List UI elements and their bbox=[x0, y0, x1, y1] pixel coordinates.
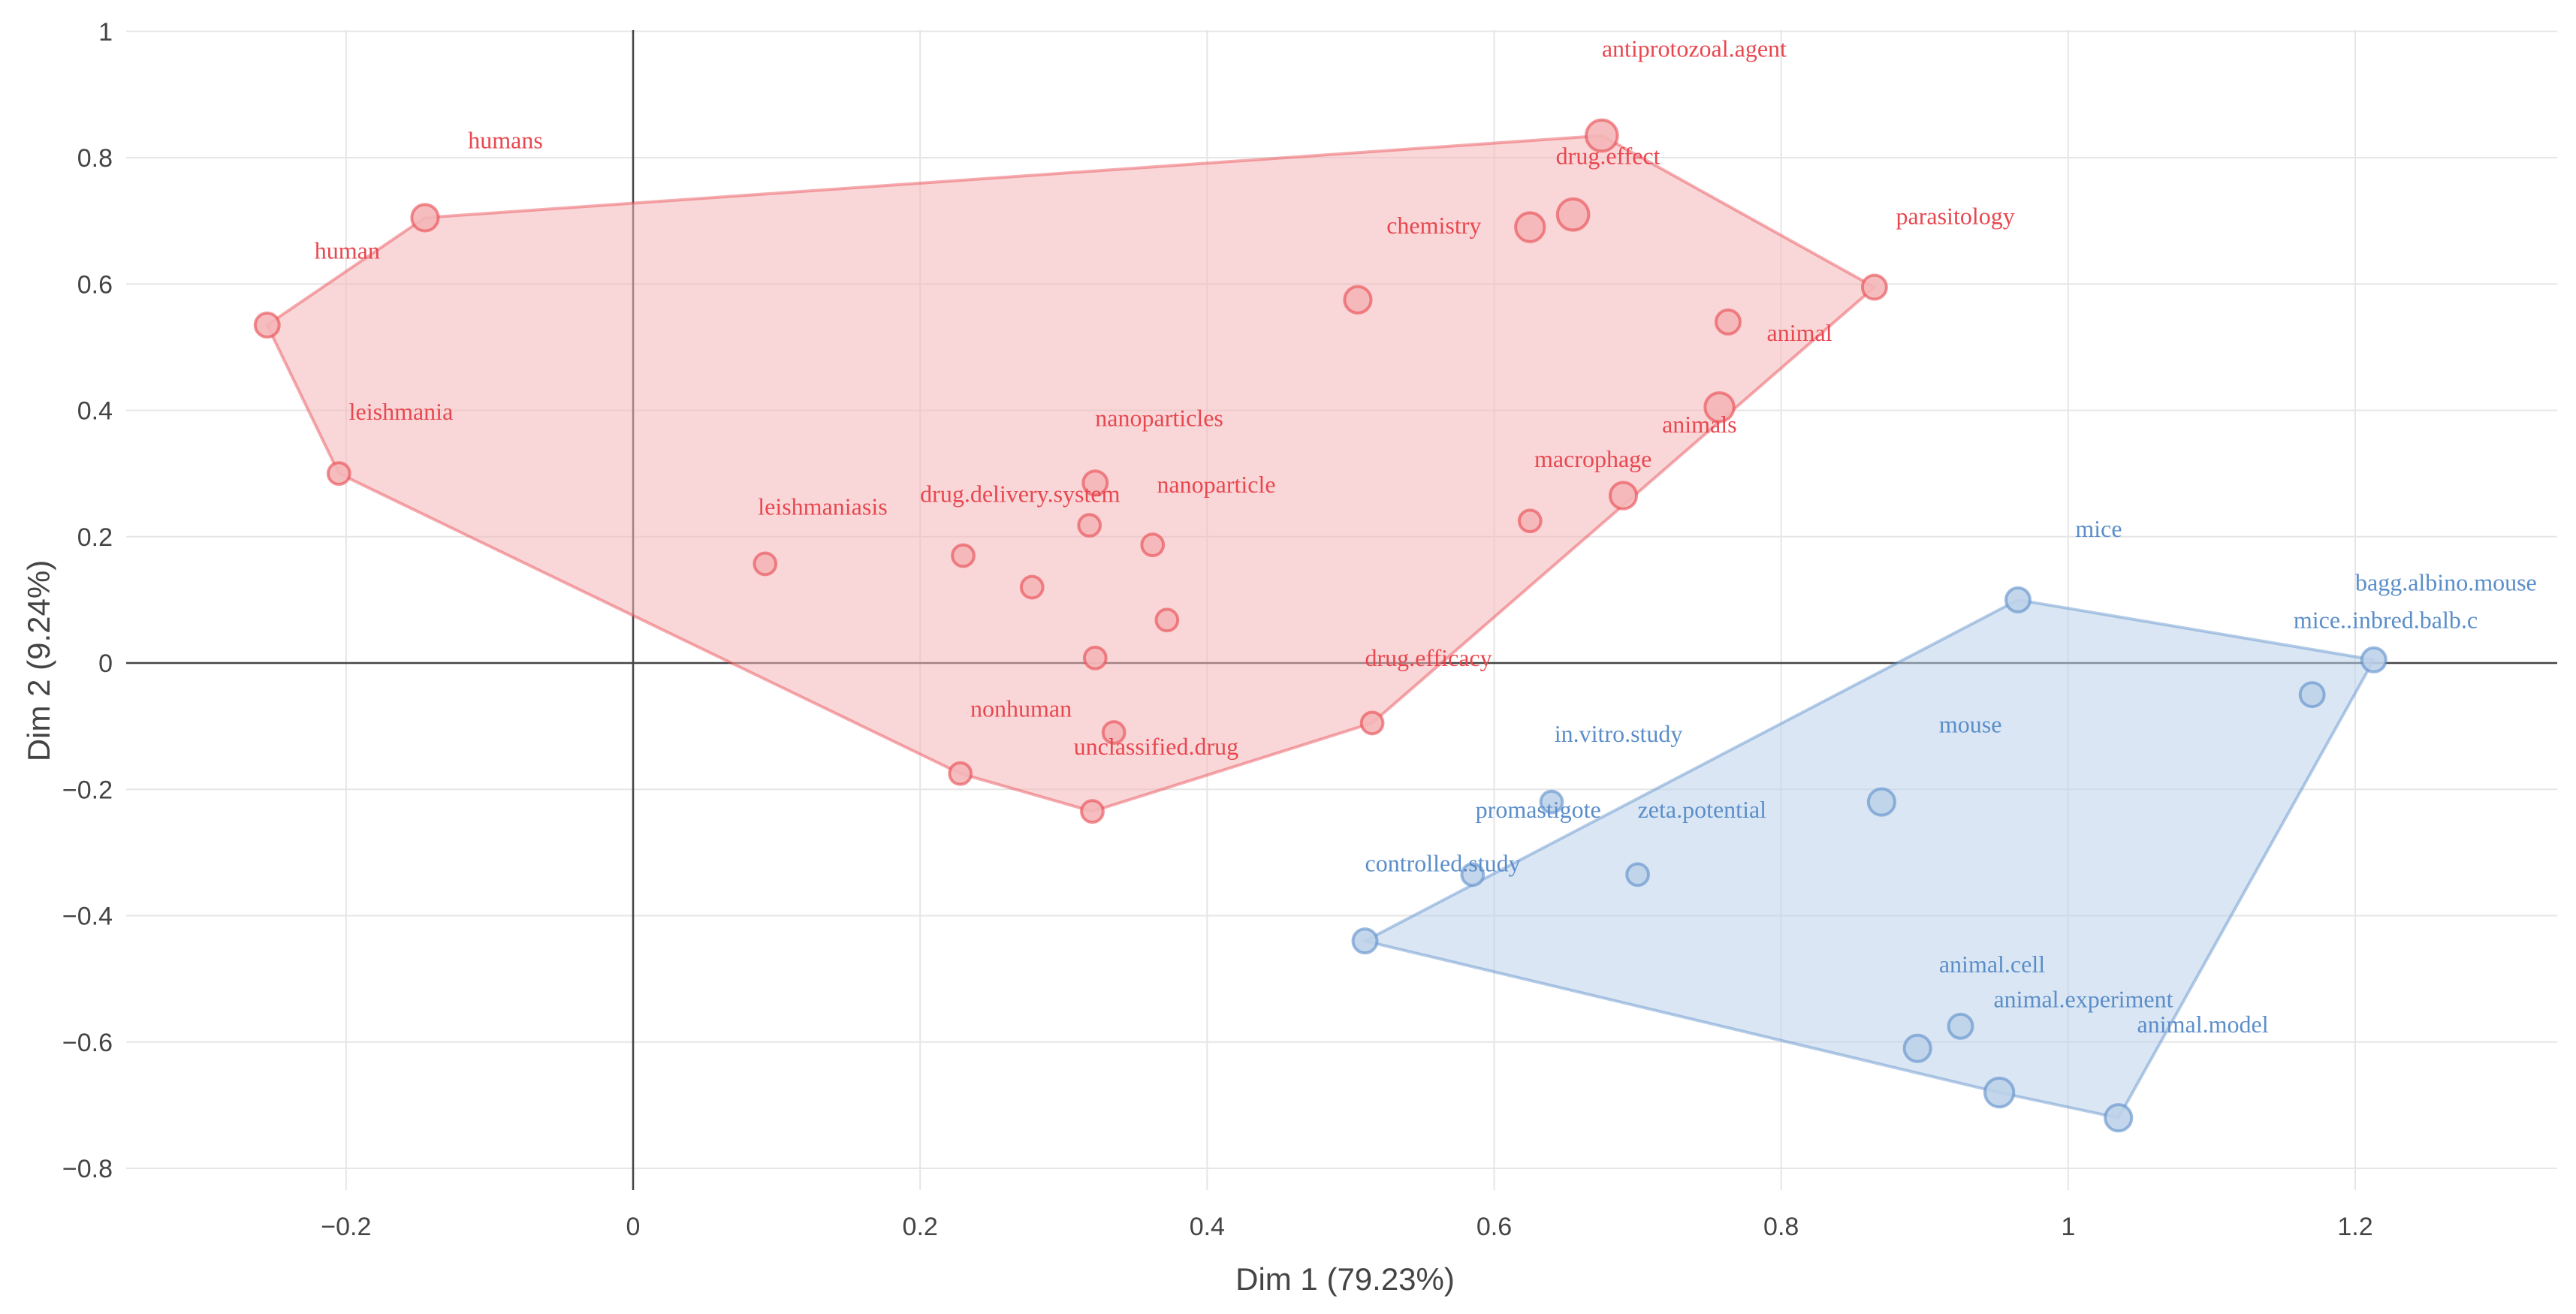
cluster-1-point bbox=[1860, 273, 1888, 301]
label-layer: antiprotozoal.agent humans drug.effect chem… bbox=[315, 35, 2537, 1038]
cluster-1-point bbox=[1154, 607, 1180, 633]
point-label: leishmania bbox=[349, 398, 454, 425]
point-label: unclassified.drug bbox=[1074, 733, 1239, 760]
cluster-1-point bbox=[753, 551, 778, 577]
cluster-1-point bbox=[951, 543, 976, 568]
cluster-1-point bbox=[410, 203, 440, 233]
point-label: bagg.albino.mouse bbox=[2355, 568, 2537, 595]
cluster-1-point bbox=[1343, 285, 1373, 315]
point-label: leishmaniasis bbox=[758, 493, 887, 520]
cluster-1-point bbox=[1608, 481, 1639, 511]
x-tick-label: 0.6 bbox=[1477, 1213, 1512, 1241]
cluster-1-point bbox=[1714, 308, 1742, 336]
y-tick-label: −0.6 bbox=[62, 1029, 113, 1057]
cluster-2-point bbox=[1539, 789, 1564, 815]
cluster-1-point bbox=[253, 311, 281, 339]
x-axis-title: Dim 1 (79.23%) bbox=[1235, 1261, 1455, 1297]
y-tick-label: −0.2 bbox=[62, 776, 113, 804]
point-label: antiprotozoal.agent bbox=[1602, 35, 1787, 62]
point-label: nonhuman bbox=[970, 695, 1072, 722]
x-tick-label: 1 bbox=[2061, 1213, 2075, 1241]
point-label: controlled.study bbox=[1365, 850, 1521, 877]
y-tick-label: 0.6 bbox=[77, 270, 113, 299]
point-label: promastigote bbox=[1476, 796, 1601, 823]
cluster-1-point bbox=[1514, 211, 1546, 243]
y-tick-label: 0 bbox=[98, 649, 113, 678]
cluster-1-point bbox=[1082, 645, 1108, 671]
cluster-1-point bbox=[1585, 118, 1619, 153]
point-label: zeta.potential bbox=[1638, 796, 1767, 823]
cluster-1-point bbox=[1019, 574, 1045, 600]
x-tick-label: −0.2 bbox=[321, 1213, 371, 1241]
cluster-2-point bbox=[2298, 681, 2326, 709]
point-label: animal.experiment bbox=[1993, 985, 2173, 1012]
point-label: drug.effect bbox=[1556, 142, 1661, 169]
y-tick-label: −0.8 bbox=[62, 1155, 113, 1183]
point-label: mouse bbox=[1939, 711, 2002, 738]
y-axis-title: Dim 2 (9.24%) bbox=[21, 560, 56, 761]
point-label: animal bbox=[1767, 319, 1832, 346]
point-label: animal.cell bbox=[1939, 951, 2045, 978]
point-label: drug.delivery.system bbox=[920, 480, 1120, 507]
cluster-1-point bbox=[1359, 710, 1385, 736]
cluster-2-point bbox=[1947, 1012, 1974, 1040]
x-tick-label: 0 bbox=[626, 1213, 641, 1241]
point-label: mice..inbred.balb.c bbox=[2294, 607, 2478, 634]
cluster-1-point bbox=[1703, 391, 1736, 423]
cluster-2-point bbox=[1625, 862, 1650, 888]
point-label: animal.model bbox=[2137, 1011, 2269, 1038]
point-layer bbox=[253, 118, 2387, 1133]
cluster-1-point bbox=[1080, 799, 1105, 824]
x-tick-label: 0.8 bbox=[1763, 1213, 1799, 1241]
cluster-1-point bbox=[1517, 508, 1543, 534]
cluster-1-point bbox=[1081, 469, 1109, 497]
cluster-1-point bbox=[948, 761, 973, 786]
y-tick-label: 0.2 bbox=[77, 523, 113, 552]
cluster-2-point bbox=[1460, 862, 1486, 888]
cluster-2-point bbox=[2004, 586, 2032, 613]
y-tick-label: 0.4 bbox=[77, 397, 113, 426]
point-label: nanoparticles bbox=[1095, 405, 1223, 432]
y-tick-label: −0.4 bbox=[62, 903, 113, 931]
cluster-1-point bbox=[1140, 532, 1166, 558]
point-label: nanoparticle bbox=[1157, 471, 1275, 498]
point-label: macrophage bbox=[1534, 445, 1651, 472]
cluster-2-point bbox=[1902, 1033, 1932, 1063]
x-tick-label: 1.2 bbox=[2337, 1213, 2372, 1241]
cluster-2-point bbox=[1983, 1076, 2016, 1109]
cluster-1-point bbox=[1555, 197, 1591, 232]
hull-layer bbox=[265, 134, 2376, 1120]
point-label: drug.efficacy bbox=[1365, 644, 1492, 671]
cluster-2-point bbox=[2360, 646, 2387, 674]
cluster-2-point bbox=[1866, 787, 1897, 817]
point-label: parasitology bbox=[1896, 202, 2015, 229]
cluster-1-point bbox=[1101, 720, 1127, 745]
cluster-2-point bbox=[1351, 927, 1379, 955]
point-label: humans bbox=[468, 126, 543, 153]
point-label: mice bbox=[2075, 515, 2122, 542]
point-label: human bbox=[315, 237, 380, 264]
tick-layer: −0.2 0 0.2 0.4 0.6 0.8 1 1.2 −0.8 −0.6 −0.4 −0.2 0 0.… bbox=[62, 18, 2373, 1241]
cluster-2-point bbox=[2104, 1103, 2134, 1133]
cluster-1-point bbox=[1077, 513, 1102, 538]
x-tick-label: 0.2 bbox=[903, 1213, 938, 1241]
y-tick-label: 0.8 bbox=[77, 144, 113, 173]
point-label: animals bbox=[1662, 411, 1737, 438]
y-tick-label: 1 bbox=[98, 18, 113, 47]
cluster-1-point bbox=[326, 461, 351, 487]
point-label: chemistry bbox=[1386, 212, 1481, 239]
x-tick-label: 0.4 bbox=[1190, 1213, 1225, 1241]
point-label: in.vitro.study bbox=[1555, 720, 1683, 747]
cluster-2-hull bbox=[1360, 598, 2376, 1120]
